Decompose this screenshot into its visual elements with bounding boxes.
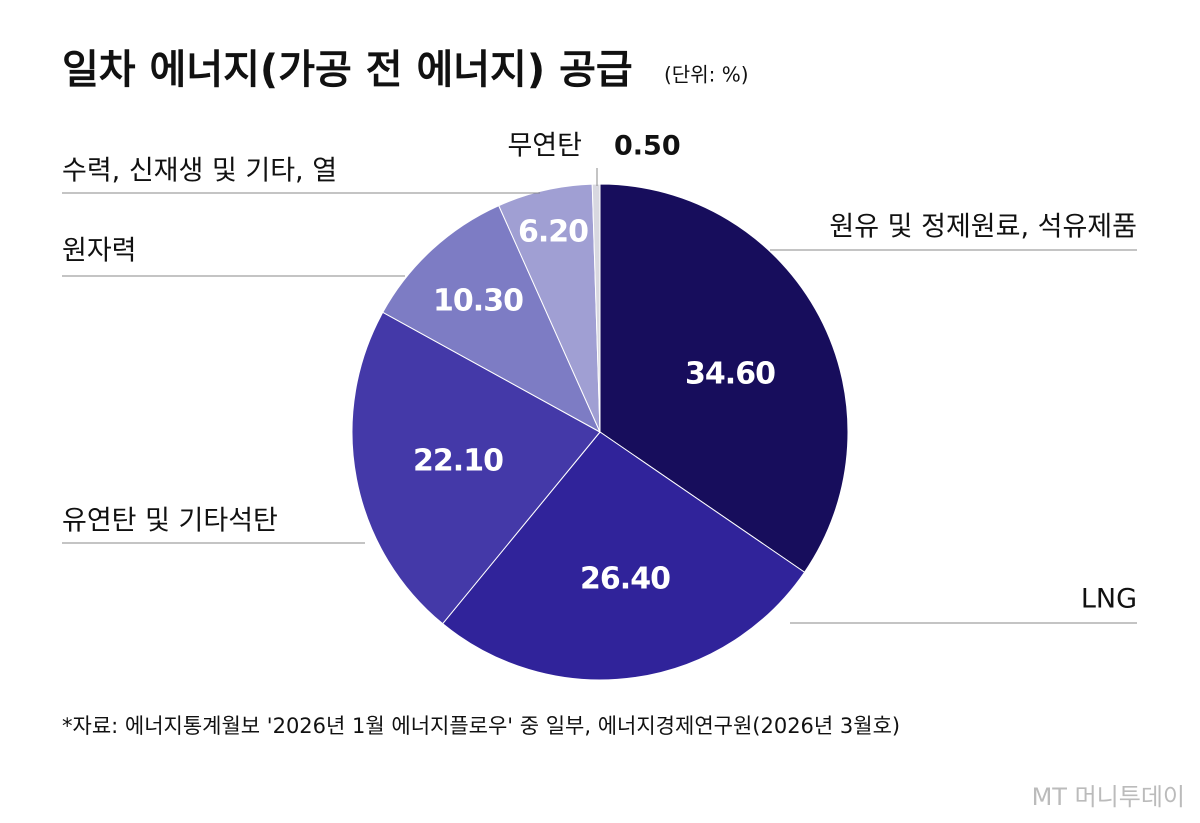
pie-slice [382,204,602,434]
value-label: 26.40 [580,562,670,597]
value-label: 10.30 [433,284,523,319]
category-label: LNG [1081,584,1137,615]
category-label: 원유 및 정제원료, 석유제품 [829,212,1137,243]
value-label: 22.10 [413,444,503,479]
category-label: 무연탄 [507,131,582,162]
value-label: 0.50 [614,131,681,162]
watermark: MT 머니투데이 [1032,783,1185,811]
value-label: 6.20 [518,215,588,250]
chart-title: 일차 에너지(가공 전 에너지) 공급 [62,47,633,93]
category-label: 유연탄 및 기타석탄 [62,506,278,537]
pie-slice [441,431,806,681]
pie-slice [351,311,601,625]
value-label: 34.60 [685,357,775,392]
category-label: 수력, 신재생 및 기타, 열 [62,156,337,187]
category-label: 원자력 [62,236,137,267]
pie-slice [599,183,849,573]
pie-slice [591,183,601,433]
source-note: *자료: 에너지통계월보 '2026년 1월 에너지플로우' 중 일부, 에너지… [62,714,900,738]
chart-subtitle: (단위: %) [664,63,749,87]
